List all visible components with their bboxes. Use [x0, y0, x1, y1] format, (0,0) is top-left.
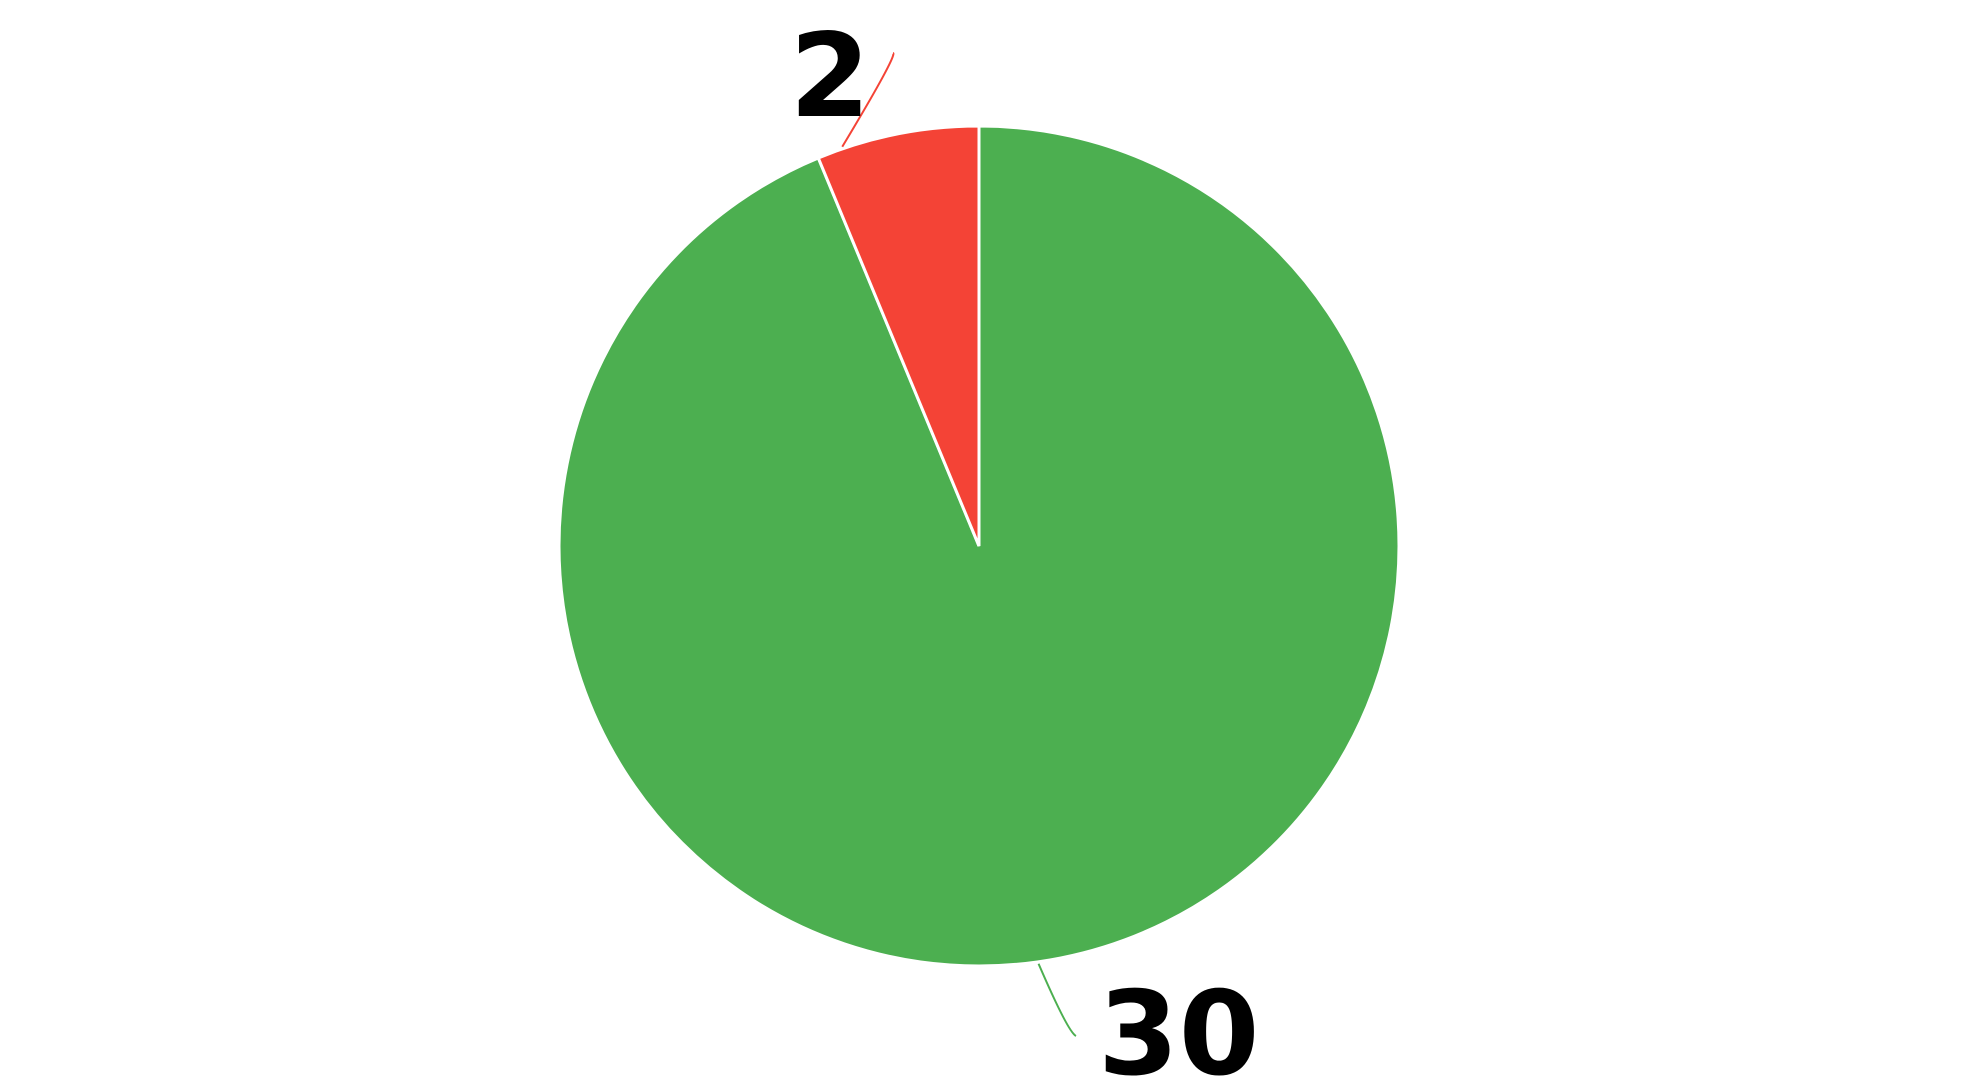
leader-line-30: [1039, 964, 1076, 1036]
data-label-2: 2: [790, 9, 871, 144]
data-label-30: 30: [1098, 967, 1259, 1080]
pie-slices: [559, 126, 1399, 966]
